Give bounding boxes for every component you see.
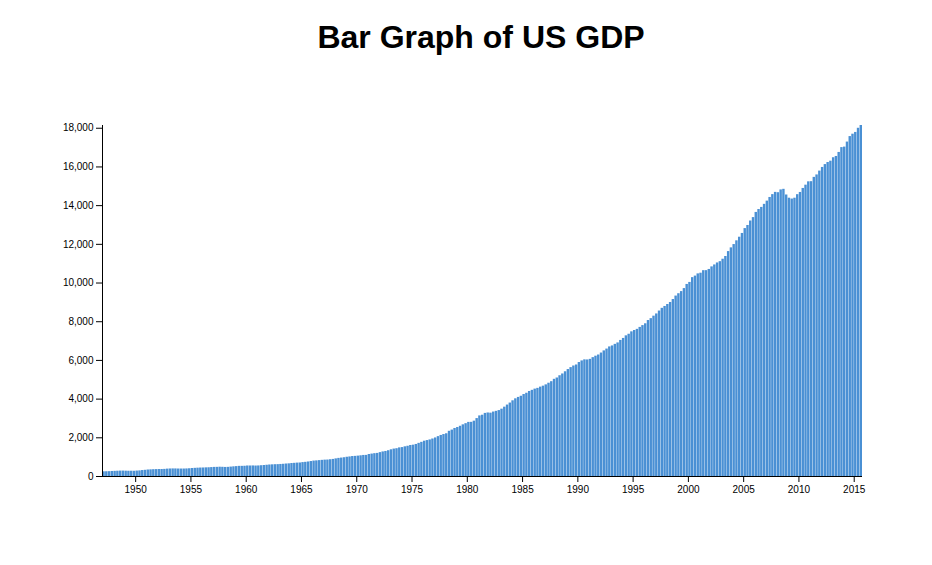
svg-text:6,000: 6,000 — [68, 355, 93, 366]
svg-text:1950: 1950 — [125, 484, 148, 495]
svg-text:1975: 1975 — [401, 484, 424, 495]
svg-text:1985: 1985 — [511, 484, 534, 495]
svg-text:4,000: 4,000 — [68, 393, 93, 404]
svg-text:8,000: 8,000 — [68, 316, 93, 327]
svg-text:1960: 1960 — [235, 484, 258, 495]
svg-text:12,000: 12,000 — [63, 239, 94, 250]
html-text:Bar Graph of US GDP: Bar Graph of US GDP — [317, 19, 645, 55]
svg-text:10,000: 10,000 — [63, 277, 94, 288]
svg-text:1970: 1970 — [346, 484, 369, 495]
svg-text:16,000: 16,000 — [63, 161, 94, 172]
svg-text:1995: 1995 — [622, 484, 645, 495]
svg-text:2010: 2010 — [788, 484, 811, 495]
svg-text:14,000: 14,000 — [63, 200, 94, 211]
svg-text:2,000: 2,000 — [68, 432, 93, 443]
svg-text:1955: 1955 — [180, 484, 203, 495]
svg-text:1965: 1965 — [290, 484, 313, 495]
svg-text:18,000: 18,000 — [63, 122, 94, 133]
svg-text:0: 0 — [88, 471, 94, 482]
svg-text:2000: 2000 — [677, 484, 700, 495]
svg-text:1980: 1980 — [456, 484, 479, 495]
svg-text:2015: 2015 — [843, 484, 866, 495]
svg-text:1990: 1990 — [567, 484, 590, 495]
svg-text:2005: 2005 — [733, 484, 756, 495]
